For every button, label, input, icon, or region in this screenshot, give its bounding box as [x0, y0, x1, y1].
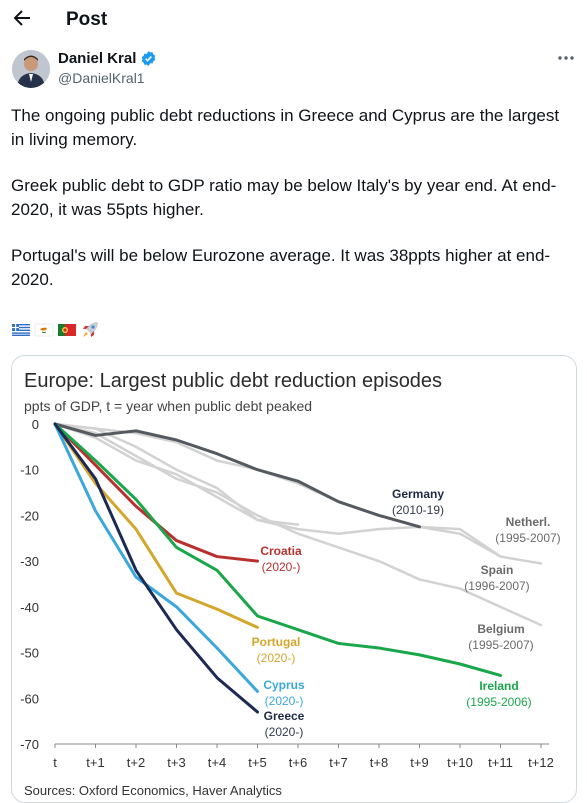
series-line-greece [53, 422, 259, 714]
series-label: Croatia [260, 544, 302, 558]
x-tick-label: t+10 [447, 755, 473, 770]
x-tick-label: t+4 [208, 755, 226, 770]
emoji-row [11, 320, 100, 340]
y-tick-label: -60 [20, 691, 39, 706]
y-tick-label: -70 [20, 737, 39, 752]
top-bar: Post [0, 0, 587, 42]
series-period-label: (1995-2006) [466, 695, 531, 709]
x-tick-label: t+3 [167, 755, 185, 770]
x-tick-label: t+5 [248, 755, 266, 770]
x-tick-label: t+9 [410, 755, 428, 770]
series-period-label: (1996-2007) [464, 579, 529, 593]
series-label: Germany [392, 487, 444, 501]
series-period-label: (2020-) [257, 651, 296, 665]
portugal-flag-icon [58, 324, 76, 336]
series-line-cyprus [53, 422, 259, 693]
series-label: Ireland [479, 679, 518, 693]
x-tick-label: t+7 [329, 755, 347, 770]
series-period-label: (2020-) [262, 560, 301, 574]
y-tick-label: -10 [20, 463, 39, 478]
y-tick-label: 0 [32, 417, 39, 432]
series-line-portugal [53, 422, 259, 629]
series-line-netherl [53, 422, 543, 565]
post-paragraph: Greek public debt to GDP ratio may be be… [11, 176, 557, 219]
post-paragraph: Portugal's will be below Eurozone averag… [11, 246, 551, 289]
greece-flag-icon [12, 324, 30, 336]
rocket-icon [83, 322, 98, 337]
series-label: Cyprus [263, 678, 305, 692]
y-tick-label: -30 [20, 554, 39, 569]
x-tick-label: t+11 [488, 755, 513, 770]
chart-title: Europe: Largest public debt reduction ep… [24, 370, 443, 392]
series-label: Belgium [477, 622, 524, 636]
y-tick-label: -40 [20, 600, 39, 615]
chart-card[interactable]: Europe: Largest public debt reduction ep… [11, 355, 577, 803]
series-period-label: (1995-2007) [468, 638, 533, 652]
author-row: Daniel Kral [58, 50, 157, 67]
series-period-label: (2020-) [265, 725, 304, 739]
post-paragraph: The ongoing public debt reductions in Gr… [11, 106, 560, 149]
series-label: Portugal [252, 635, 301, 649]
author-name[interactable]: Daniel Kral [58, 50, 137, 67]
x-tick-label: t+2 [127, 755, 145, 770]
series-label: Netherl. [506, 515, 551, 529]
y-tick-label: -50 [20, 646, 39, 661]
series-period-label: (1995-2007) [495, 531, 560, 545]
series-line-unnamed [53, 422, 300, 526]
post-text: The ongoing public debt reductions in Gr… [11, 104, 577, 314]
series-label: Spain [481, 563, 514, 577]
x-tick-label: t+6 [289, 755, 307, 770]
series-line-germany [53, 422, 421, 529]
series-period-label: (2020-) [265, 694, 304, 708]
chart-subtitle: ppts of GDP, t = year when public debt p… [24, 398, 313, 414]
line-chart: 0 -10 -20 -30 -40 -50 -60 -70 t t+1 t+2 t+3 t+4 t+5 t+… [20, 417, 560, 770]
series-label: Greece [264, 709, 305, 723]
x-tick-label: t+12 [528, 755, 554, 770]
series-period-label: (2010-19) [392, 503, 444, 517]
x-tick-label: t [53, 755, 57, 770]
avatar-image [12, 50, 50, 88]
page-title: Post [66, 9, 108, 30]
more-options-icon[interactable] [556, 50, 576, 66]
x-tick-label: t+8 [370, 755, 388, 770]
back-arrow-icon[interactable] [10, 6, 34, 30]
author-handle[interactable]: @DanielKral1 [58, 70, 145, 86]
series-line-belgium [53, 422, 543, 627]
cyprus-flag-icon [34, 323, 54, 337]
y-tick-label: -20 [20, 508, 39, 523]
chart-source: Sources: Oxford Economics, Haver Analyti… [24, 783, 282, 798]
avatar[interactable] [12, 50, 50, 88]
series-line-ireland [53, 422, 502, 677]
verified-badge-icon [142, 51, 156, 66]
x-tick-label: t+1 [86, 755, 104, 770]
